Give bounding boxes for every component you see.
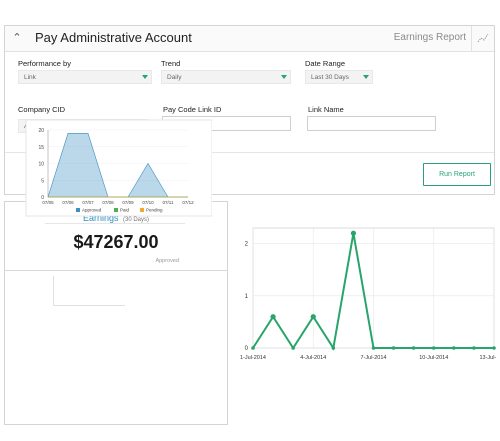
earnings-title-row: Earnings (30 Days) (5, 208, 227, 226)
area-y-tick-label: 20 (38, 128, 44, 134)
area-x-tick-label: 07/11 (163, 200, 174, 205)
trend-value: Daily (167, 74, 182, 81)
area-y-tick-label: 5 (41, 178, 44, 184)
line-y-tick-label: 0 (245, 346, 249, 352)
header-divider (471, 26, 472, 52)
earnings-area-chart: 0 5 10 15 20 07/05 07/06 07/07 07/08 07/09 07/10 07… (25, 119, 212, 217)
line-point (331, 346, 336, 350)
earnings-amount: $47267.00 (73, 232, 159, 252)
performance-by-label: Performance by (18, 59, 71, 68)
run-report-button[interactable]: Run Report (423, 163, 491, 186)
dropdown-arrow-icon (142, 75, 148, 79)
earnings-amount-caption: Approved (155, 258, 179, 264)
area-x-tick-label: 07/06 (62, 200, 74, 205)
line-point (291, 346, 295, 350)
area-x-tick-label: 07/07 (82, 200, 94, 205)
empty-chart-frame (53, 276, 125, 306)
line-point (310, 314, 316, 320)
area-y-tick-label: 10 (38, 162, 44, 168)
dropdown-arrow-icon (363, 75, 369, 79)
panel-header: ⌃ Pay Administrative Account Earnings Re… (5, 26, 494, 52)
legend-label-pending: Pending (146, 208, 163, 213)
line-point (270, 314, 276, 320)
performance-by-select[interactable]: Link (18, 70, 152, 84)
area-x-tick-label: 07/05 (42, 200, 54, 205)
line-x-tick-label: 10-Jul-2014 (419, 355, 448, 361)
performance-by-value: Link (24, 74, 36, 81)
line-point (391, 346, 396, 350)
line-point (251, 346, 255, 350)
line-chart-icon[interactable] (477, 32, 489, 44)
panel-divider (5, 152, 494, 153)
area-chart-frame (25, 119, 212, 217)
line-point (350, 230, 357, 236)
legend-swatch-approved (76, 208, 80, 212)
link-name-label: Link Name (308, 105, 344, 114)
line-point (371, 346, 376, 350)
link-name-input[interactable] (307, 116, 436, 131)
line-point (452, 346, 456, 350)
legend-swatch-paid (114, 208, 118, 212)
area-y-tick-label: 15 (38, 145, 44, 151)
line-point (431, 346, 436, 350)
dropdown-arrow-icon (281, 75, 287, 79)
area-x-tick-label: 07/09 (122, 200, 134, 205)
legend-label-approved: Approved (82, 208, 102, 213)
chevron-up-icon[interactable]: ⌃ (12, 32, 22, 44)
date-range-select[interactable]: Last 30 Days (305, 70, 373, 84)
earnings-title: Earnings (83, 213, 119, 223)
earnings-report-link[interactable]: Earnings Report (393, 32, 466, 43)
earnings-period: (30 Days) (122, 217, 149, 223)
company-cid-label: Company CID (18, 105, 66, 114)
area-x-tick-label: 07/10 (142, 200, 154, 205)
area-x-tick-label: 07/08 (102, 200, 114, 205)
line-point (492, 346, 496, 350)
earnings-trend-line-chart: 0 1 2 1-Jul-2014 4-Jul-2014 7-Jul-2014 10-Jul-… (240, 227, 496, 361)
earnings-title-divider (45, 223, 185, 224)
earnings-card: Earnings (30 Days) $47267.00 Approved (4, 201, 228, 425)
trend-select[interactable]: Daily (161, 70, 291, 84)
legend-swatch-pending (140, 208, 144, 212)
line-x-tick-label: 7-Jul-2014 (361, 355, 387, 361)
pay-code-link-id-label: Pay Code Link ID (163, 105, 222, 114)
card-divider (5, 270, 227, 271)
date-range-label: Date Range (305, 59, 346, 68)
line-point (472, 346, 476, 350)
date-range-value: Last 30 Days (311, 74, 349, 81)
line-point (411, 346, 416, 350)
line-x-tick-label: 4-Jul-2014 (300, 355, 326, 361)
line-y-tick-label: 2 (245, 242, 249, 248)
area-y-tick-label: 0 (41, 195, 44, 201)
legend-label-paid: Paid (120, 208, 130, 213)
line-y-tick-label: 1 (245, 294, 249, 300)
area-x-tick-label: 07/12 (182, 200, 194, 205)
trend-label: Trend (161, 59, 181, 68)
line-x-tick-label: 1-Jul-2014 (240, 355, 266, 361)
page-title: Pay Administrative Account (35, 30, 192, 45)
line-x-tick-label: 13-Jul-2014 (479, 355, 496, 361)
